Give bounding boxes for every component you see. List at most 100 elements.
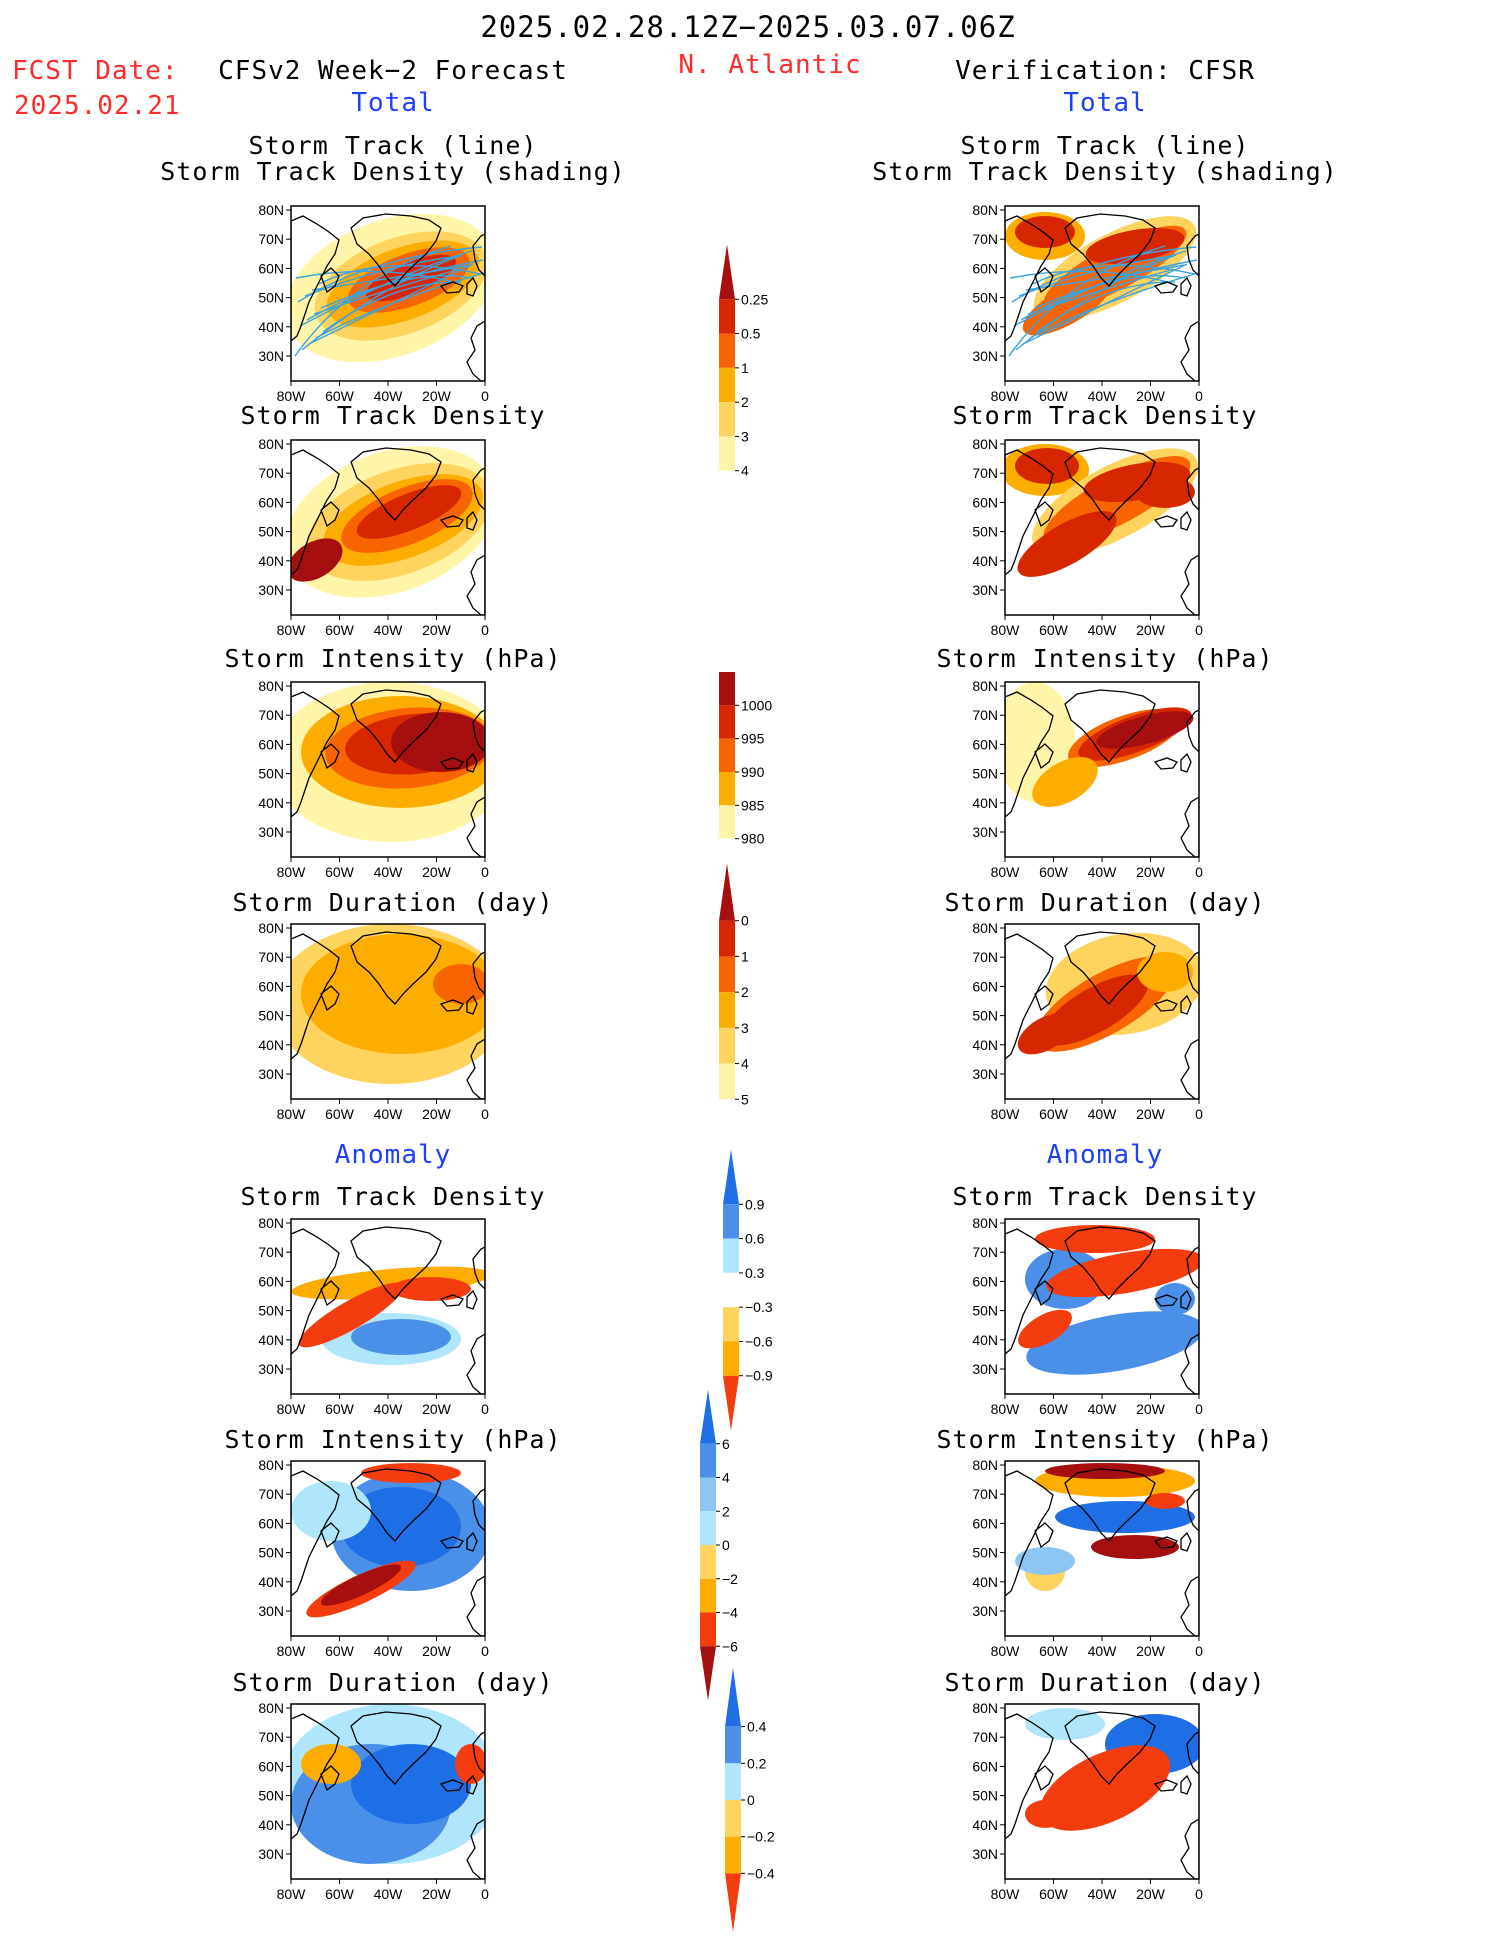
colorbar-label: −2 [722, 1571, 738, 1587]
lon-tick-label: 40W [374, 1643, 404, 1659]
map-panel-r2: 80N 70N 60N 50N 40N 30N 80W 60W 40W 20W 0 [972, 678, 1203, 880]
lat-tick-label: 50N [972, 290, 998, 306]
storm-track-line [1029, 272, 1199, 339]
coastline [291, 1470, 340, 1597]
panel-title-density-left: Storm Track Density [240, 401, 546, 430]
shading-region [320, 1564, 402, 1606]
coastline [466, 796, 485, 857]
coastline [1064, 1226, 1156, 1300]
shading-region [301, 934, 485, 1054]
lon-tick-label: 20W [1136, 1886, 1166, 1902]
lat-tick-label: 80N [972, 1700, 998, 1716]
coastline [472, 951, 485, 995]
lon-tick-label: 40W [1088, 1106, 1118, 1122]
colorbar-label: 5 [741, 1091, 749, 1107]
lon-tick-label: 80W [991, 1886, 1021, 1902]
lat-tick-label: 60N [258, 1273, 284, 1289]
coastline [320, 743, 340, 770]
lon-tick-label: 40W [1088, 1643, 1118, 1659]
coastline [1005, 1470, 1054, 1597]
panel-title-track-density-left: Storm Track Density (shading) [160, 157, 626, 186]
coastline [1186, 1246, 1199, 1290]
colorbar-label: −0.4 [747, 1865, 775, 1881]
lon-tick-label: 40W [374, 1886, 404, 1902]
lon-tick-label: 40W [374, 1106, 404, 1122]
colorbar-swatch [725, 1726, 741, 1764]
lat-tick-label: 60N [972, 1758, 998, 1774]
lon-tick-label: 0 [1195, 388, 1203, 404]
coastline [291, 691, 340, 818]
lat-tick-label: 50N [258, 290, 284, 306]
lat-tick-label: 40N [258, 1574, 284, 1590]
lat-tick-label: 40N [258, 795, 284, 811]
coastline [320, 985, 340, 1012]
lat-tick-label: 80N [258, 1457, 284, 1473]
storm-track-line [315, 272, 485, 339]
colorbar-duration-total: 0 1 2 3 4 5 [719, 863, 749, 1135]
lon-tick-label: 60W [1039, 1106, 1069, 1122]
coastline [472, 1488, 485, 1532]
shading-region [1017, 511, 1117, 577]
coastline [1153, 515, 1178, 528]
coastline [1180, 1289, 1192, 1310]
colorbar-swatch [719, 772, 735, 806]
coastline [1064, 447, 1156, 521]
lon-tick-label: 40W [1088, 388, 1118, 404]
coastline [466, 1289, 478, 1310]
panel-title-density-right: Storm Track Density [952, 401, 1258, 430]
colorbar-label: 0 [741, 913, 749, 929]
coastline [1153, 1779, 1178, 1792]
map-panel-l6: 80N 70N 60N 50N 40N 30N 80W 60W 40W 20W 0 [258, 1700, 489, 1902]
coastline [320, 1765, 340, 1792]
storm-track-line [313, 268, 461, 315]
lat-tick-label: 70N [258, 1486, 284, 1502]
shading-region [351, 1319, 451, 1355]
colorbar-swatch [725, 1763, 741, 1800]
lon-tick-label: 80W [277, 1886, 307, 1902]
fcst-date-label: FCST Date: [12, 56, 179, 86]
colorbar-label: −0.9 [745, 1368, 773, 1384]
map-panel-r0: 80N 70N 60N 50N 40N 30N 80W 60W 40W 20W 0 [972, 202, 1203, 404]
coastline [439, 515, 464, 528]
coastline [1005, 691, 1054, 818]
colorbar-swatch [723, 1307, 739, 1342]
coastline [1064, 1468, 1156, 1542]
colorbar-label: −0.2 [747, 1829, 775, 1845]
lat-tick-label: 80N [258, 920, 284, 936]
lat-tick-label: 70N [972, 231, 998, 247]
colorbar-label: 0.5 [741, 326, 761, 342]
colorbar-swatch [723, 1272, 739, 1308]
lon-tick-label: 0 [1195, 1886, 1203, 1902]
colorbar-label: 0.6 [745, 1231, 765, 1247]
coastline [466, 1038, 485, 1099]
coastline [1064, 213, 1156, 287]
colorbar-swatch [719, 992, 735, 1028]
lat-tick-label: 50N [258, 1303, 284, 1319]
coastline [439, 1294, 464, 1307]
lon-tick-label: 60W [325, 1106, 355, 1122]
colorbar-label: 2 [722, 1503, 730, 1519]
coastline [350, 447, 442, 521]
colorbar-swatch [719, 436, 735, 471]
lon-tick-label: 20W [1136, 1106, 1166, 1122]
colorbar-swatch [719, 299, 735, 334]
coastline [1180, 1818, 1199, 1879]
coastline [466, 1774, 478, 1795]
lat-tick-label: 60N [258, 1758, 284, 1774]
lon-tick-label: 80W [277, 864, 307, 880]
colorbar-swatch [723, 1149, 739, 1205]
coastline [1153, 281, 1178, 294]
coastline [439, 1779, 464, 1792]
colorbar-label: 0 [722, 1537, 730, 1553]
lon-tick-label: 0 [1195, 1401, 1203, 1417]
lat-tick-label: 70N [258, 465, 284, 481]
panel-title-duration-right: Storm Duration (day) [944, 888, 1266, 917]
storm-track-line [320, 274, 472, 309]
colorbar-swatch [719, 738, 735, 772]
colorbar-swatch [700, 1443, 716, 1478]
colorbar-label: 4 [722, 1470, 730, 1486]
lat-tick-label: 50N [258, 1545, 284, 1561]
colorbar-label: 995 [741, 731, 765, 747]
lat-tick-label: 50N [258, 766, 284, 782]
lat-tick-label: 60N [258, 736, 284, 752]
